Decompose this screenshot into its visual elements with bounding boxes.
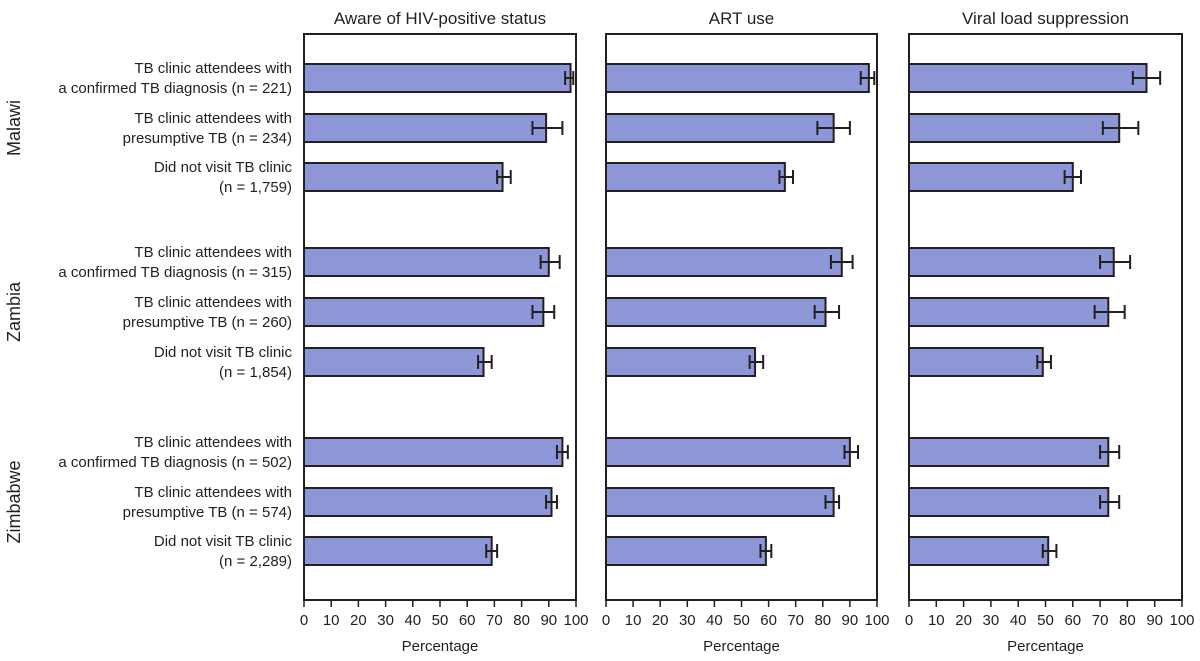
x-tick-label: 90 [540, 612, 557, 629]
x-tick-label: 30 [679, 612, 696, 629]
x-axis-label: Percentage [402, 638, 479, 655]
x-tick-label: 0 [602, 612, 610, 629]
bar [908, 162, 1074, 192]
x-tick-label: 20 [652, 612, 669, 629]
bar [303, 487, 553, 517]
x-tick-label: 100 [864, 612, 889, 629]
bar [605, 487, 835, 517]
bar [908, 113, 1121, 143]
category-label: TB clinic attendees with [134, 294, 292, 311]
x-tick-label: 40 [404, 612, 421, 629]
panel-title: ART use [709, 9, 775, 28]
x-tick-label: 60 [459, 612, 476, 629]
bar [908, 437, 1110, 467]
x-tick-label: 0 [905, 612, 913, 629]
x-tick-label: 80 [513, 612, 530, 629]
category-label: Did not visit TB clinic [154, 344, 293, 361]
country-label: Malawi [4, 100, 24, 156]
bar [303, 162, 504, 192]
bar [303, 536, 493, 566]
bar [605, 162, 786, 192]
bar [303, 247, 550, 277]
x-tick-label: 10 [625, 612, 642, 629]
category-label: a confirmed TB diagnosis (n = 502) [58, 454, 292, 471]
x-tick-label: 90 [842, 612, 859, 629]
x-tick-label: 90 [1146, 612, 1163, 629]
country-label: Zambia [4, 281, 24, 342]
bar [303, 113, 548, 143]
category-label: TB clinic attendees with [134, 244, 292, 261]
x-tick-label: 30 [983, 612, 1000, 629]
bar [303, 297, 545, 327]
bar [908, 297, 1110, 327]
x-tick-label: 40 [706, 612, 723, 629]
category-label: (n = 1,759) [219, 179, 292, 196]
category-label: TB clinic attendees with [134, 60, 292, 77]
country-label: Zimbabwe [4, 460, 24, 543]
bar [605, 437, 851, 467]
x-axis-label: Percentage [703, 638, 780, 655]
bar [303, 63, 572, 93]
bar [605, 113, 835, 143]
category-label: Did not visit TB clinic [154, 159, 293, 176]
category-label: TB clinic attendees with [134, 110, 292, 127]
bar [908, 63, 1148, 93]
x-tick-label: 10 [323, 612, 340, 629]
category-label: (n = 2,289) [219, 553, 292, 570]
category-label: presumptive TB (n = 260) [123, 314, 292, 331]
category-label: TB clinic attendees with [134, 484, 292, 501]
panel-title: Aware of HIV-positive status [334, 9, 546, 28]
bar [908, 247, 1115, 277]
x-tick-label: 20 [350, 612, 367, 629]
category-label: a confirmed TB diagnosis (n = 221) [58, 80, 292, 97]
category-label: Did not visit TB clinic [154, 533, 293, 550]
x-tick-label: 80 [814, 612, 831, 629]
bar [605, 536, 767, 566]
x-tick-label: 70 [787, 612, 804, 629]
x-axis-label: Percentage [1007, 638, 1084, 655]
bar [908, 536, 1050, 566]
x-tick-label: 70 [1092, 612, 1109, 629]
x-tick-label: 0 [300, 612, 308, 629]
bar [605, 247, 843, 277]
x-tick-label: 50 [733, 612, 750, 629]
bar [303, 437, 564, 467]
x-tick-label: 100 [563, 612, 588, 629]
x-tick-label: 40 [1010, 612, 1027, 629]
x-tick-label: 70 [486, 612, 503, 629]
panel-title: Viral load suppression [962, 9, 1129, 28]
x-tick-label: 30 [377, 612, 394, 629]
category-label: TB clinic attendees with [134, 434, 292, 451]
category-label: a confirmed TB diagnosis (n = 315) [58, 264, 292, 281]
category-label: presumptive TB (n = 574) [123, 504, 292, 521]
bar [908, 347, 1044, 377]
x-tick-label: 60 [1064, 612, 1081, 629]
bar [908, 487, 1110, 517]
category-label: (n = 1,854) [219, 364, 292, 381]
x-tick-label: 60 [760, 612, 777, 629]
bar [605, 297, 827, 327]
category-label: presumptive TB (n = 234) [123, 130, 292, 147]
x-tick-label: 50 [1037, 612, 1054, 629]
x-tick-label: 50 [432, 612, 449, 629]
bar [605, 63, 870, 93]
bar [605, 347, 757, 377]
x-tick-label: 80 [1119, 612, 1136, 629]
x-tick-label: 10 [928, 612, 945, 629]
bar [303, 347, 485, 377]
x-tick-label: 100 [1169, 612, 1194, 629]
x-tick-label: 20 [955, 612, 972, 629]
